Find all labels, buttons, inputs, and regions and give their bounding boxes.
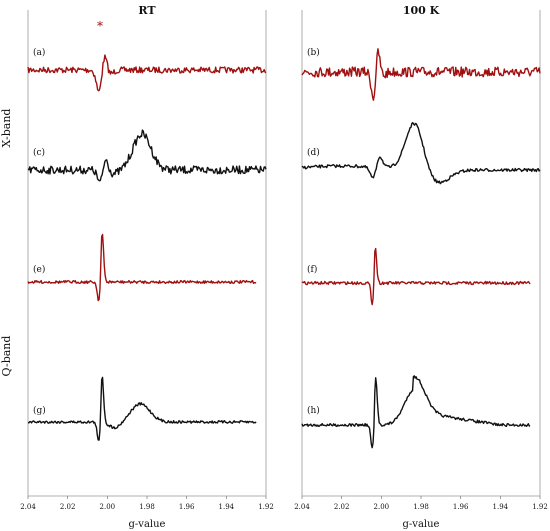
x-tick-label: 2.02 — [60, 503, 76, 511]
spectrum-trace-f — [301, 247, 531, 306]
axes-frames — [27, 10, 541, 497]
x-tick-label: 2.00 — [100, 503, 116, 511]
x-tick-label: 2.04 — [20, 503, 36, 511]
spectrum-trace-b — [301, 48, 541, 101]
column-title-rt: RT — [138, 4, 156, 17]
panel-label-b: (b) — [307, 47, 320, 58]
row-label-q-band: Q-band — [0, 336, 13, 377]
panel-label-g: (g) — [33, 405, 46, 416]
spectrum-trace-g — [27, 376, 257, 441]
panel-label-h: (h) — [307, 405, 320, 416]
spectrum-trace-d — [301, 121, 541, 185]
spectrum-trace-a — [27, 54, 267, 92]
x-tick-label: 2.02 — [334, 503, 350, 511]
x-axis-ticks: 2.04 2.02 2.00 1.98 1.96 1.94 1.92 2.04 2.02 2.00… — [20, 496, 548, 511]
asterisk-annotation: * — [97, 19, 103, 33]
panel-label-e: (e) — [33, 264, 45, 275]
column-title-100k: 100 K — [403, 4, 440, 17]
x-tick-label: 1.96 — [179, 503, 195, 511]
x-tick-label: 2.00 — [374, 503, 390, 511]
panel-label-c: (c) — [33, 147, 45, 158]
x-tick-label: 1.98 — [413, 503, 429, 511]
x-tick-label: 1.98 — [139, 503, 155, 511]
panel-label-d: (d) — [307, 147, 320, 158]
x-axis-title-left: g-value — [129, 519, 166, 530]
x-tick-label: 1.96 — [453, 503, 469, 511]
panel-label-a: (a) — [33, 47, 45, 58]
panel-labels: (a) (b) (c) (d) (e) (f) (g) (h) — [33, 47, 320, 416]
x-axis-title-right: g-value — [403, 519, 440, 530]
x-tick-label: 2.04 — [294, 503, 310, 511]
x-tick-label: 1.94 — [493, 503, 509, 511]
spectrum-trace-h — [301, 375, 531, 449]
spectra-traces — [27, 48, 541, 449]
row-label-x-band: X-band — [0, 109, 13, 148]
x-tick-label: 1.92 — [532, 503, 548, 511]
x-tick-label: 1.92 — [258, 503, 274, 511]
x-tick-label: 1.94 — [219, 503, 235, 511]
panel-label-f: (f) — [307, 264, 317, 275]
spectrum-trace-c — [27, 129, 267, 182]
spectrum-trace-e — [27, 233, 257, 302]
